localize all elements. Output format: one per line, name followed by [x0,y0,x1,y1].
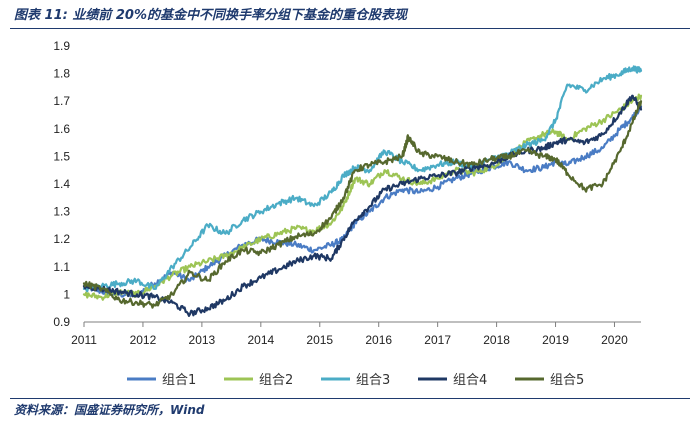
series-line-3 [82,65,643,293]
y-tick-label: 1.7 [53,94,70,108]
legend-label-2: 组合2 [259,373,293,388]
x-tick-label: 2014 [247,333,274,347]
figure-title: 图表 11: 业绩前 20%的基金中不同换手率分组下基金的重仓股表现 [14,8,407,23]
legend-label-4: 组合4 [453,373,487,388]
series-line-5 [82,100,643,309]
x-tick-label: 2013 [189,333,216,347]
y-tick-label: 1.3 [53,205,70,219]
x-tick-label: 2017 [424,333,451,347]
bottom-rule [10,398,690,399]
x-tick-label: 2012 [130,333,157,347]
y-tick-label: 1.2 [53,232,70,246]
y-tick-label: 1.8 [53,67,70,81]
figure-source: 资料来源：国盛证券研究所，Wind [14,403,205,417]
line-chart: 2011 2012 2013 2014 2015 2016 2017 2018 2019 2020… [53,39,643,388]
legend-label-5: 组合5 [550,373,584,388]
y-tick-label: 1 [63,287,70,301]
y-tick-label: 1.6 [53,122,70,136]
y-tick-label: 1.1 [53,260,70,274]
x-tick-label: 2016 [365,333,392,347]
y-tick-label: 1.4 [53,177,70,191]
chart-axes: 2011 2012 2013 2014 2015 2016 2017 2018 2019 2020… [53,39,641,347]
x-tick-label: 2019 [542,333,569,347]
y-tick-label: 1.5 [53,149,70,163]
chart-series [82,65,643,317]
top-rule [10,28,690,29]
series-line-2 [82,93,643,301]
chart-legend: 组合1 组合2 组合3 组合4 组合5 [127,373,584,388]
legend-label-1: 组合1 [162,373,196,388]
x-tick-label: 2015 [306,333,333,347]
y-tick-label: 0.9 [53,315,70,329]
x-tick-label: 2018 [483,333,510,347]
legend-label-3: 组合3 [356,373,390,388]
x-tick-label: 2011 [71,333,97,347]
y-tick-label: 1.9 [53,39,70,53]
x-tick-label: 2020 [601,333,628,347]
series-line-4 [82,94,643,317]
